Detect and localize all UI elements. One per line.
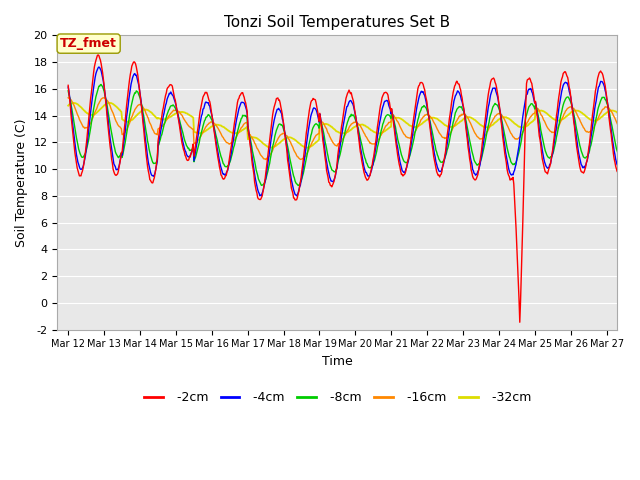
Legend:  -2cm,  -4cm,  -8cm,  -16cm,  -32cm: -2cm, -4cm, -8cm, -16cm, -32cm <box>139 386 536 409</box>
X-axis label: Time: Time <box>322 355 353 368</box>
Text: TZ_fmet: TZ_fmet <box>60 37 117 50</box>
Y-axis label: Soil Temperature (C): Soil Temperature (C) <box>15 118 28 247</box>
Title: Tonzi Soil Temperatures Set B: Tonzi Soil Temperatures Set B <box>225 15 451 30</box>
